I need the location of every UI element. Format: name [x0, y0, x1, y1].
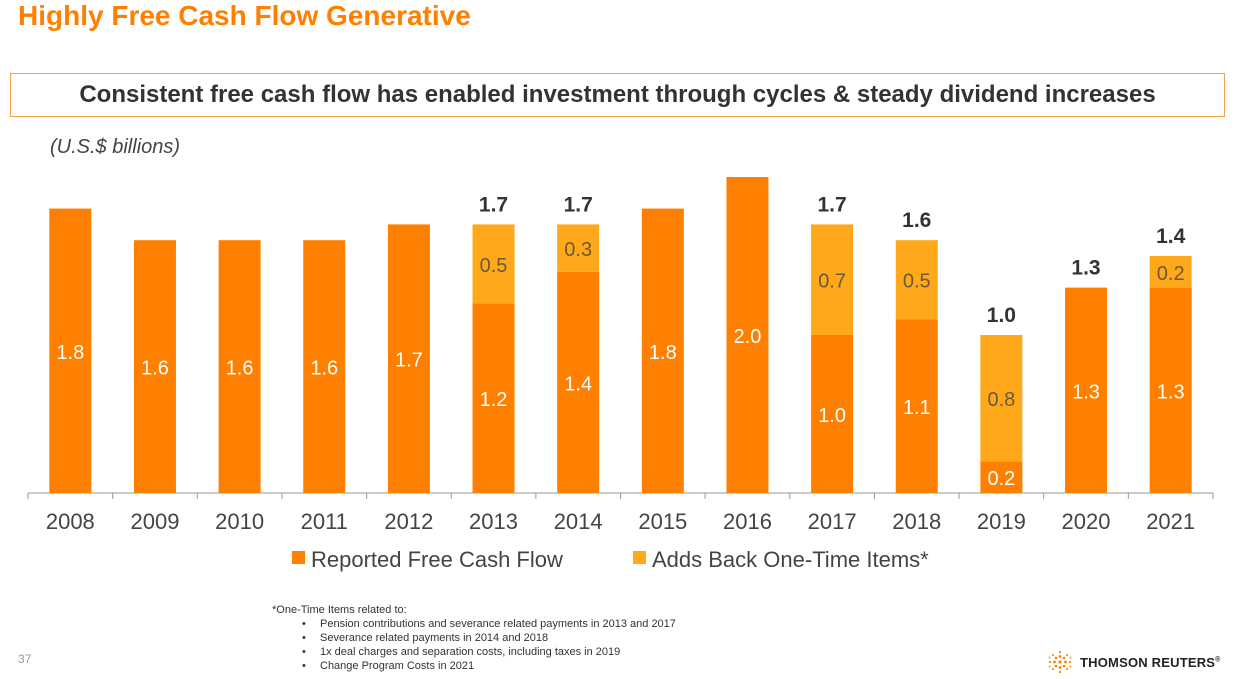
legend-label-addback: Adds Back One-Time Items*: [652, 547, 929, 572]
bar-addback: [980, 335, 1023, 462]
x-tick-label: 2012: [384, 509, 433, 534]
subtitle-banner: Consistent free cash flow has enabled in…: [10, 73, 1225, 117]
x-tick-label: 2008: [46, 509, 95, 534]
bar-reported: [641, 208, 684, 493]
x-tick-label: 2018: [892, 509, 941, 534]
data-label: 0.2: [987, 468, 1015, 490]
footnote-heading: *One-Time Items related to:: [272, 604, 407, 616]
bar-addback: [811, 224, 854, 335]
data-label: 1.8: [649, 342, 677, 364]
data-label: 1.6: [141, 358, 169, 380]
data-label: 1.3: [1072, 381, 1100, 403]
subtitle-text: Consistent free cash flow has enabled in…: [79, 81, 1156, 108]
data-label: 1.1: [903, 397, 931, 419]
x-tick-label: 2015: [638, 509, 687, 534]
total-label: 1.4: [1156, 225, 1186, 248]
legend-swatch-reported: [292, 551, 305, 564]
x-tick-label: 2020: [1062, 509, 1111, 534]
data-label: 1.6: [226, 358, 254, 380]
x-tick-label: 2016: [723, 509, 772, 534]
bar-reported: [1149, 287, 1192, 493]
total-label: 1.7: [818, 193, 847, 216]
data-label: 0.8: [987, 389, 1015, 411]
x-tick-label: 2014: [554, 509, 603, 534]
page-number: 37: [18, 652, 32, 666]
footnote-item: 1x deal charges and separation costs, in…: [302, 645, 676, 659]
footnote-item: Change Program Costs in 2021: [302, 659, 676, 673]
data-label: 0.3: [564, 239, 592, 261]
total-label: 1.0: [987, 304, 1016, 327]
bar-reported: [1065, 287, 1108, 493]
data-label: 1.7: [395, 350, 423, 372]
x-tick-label: 2011: [301, 509, 348, 534]
bar-reported: [811, 335, 854, 493]
bar-reported: [133, 240, 176, 493]
bar-reported: [980, 461, 1023, 493]
bar-addback: [1149, 256, 1192, 288]
x-tick-label: 2019: [977, 509, 1026, 534]
x-tick-label: 2013: [469, 509, 518, 534]
data-label: 0.5: [903, 271, 931, 293]
brand-logo: THOMSON REUTERS®: [1046, 650, 1221, 674]
data-label: 0.5: [480, 255, 508, 277]
bar-reported: [557, 271, 600, 493]
data-label: 0.2: [1157, 263, 1185, 285]
total-label: 1.6: [902, 209, 931, 232]
data-label: 1.6: [310, 358, 338, 380]
legend-label-reported: Reported Free Cash Flow: [311, 547, 563, 572]
footnote-item: Severance related payments in 2014 and 2…: [302, 631, 676, 645]
total-label: 1.7: [479, 193, 508, 216]
data-label: 1.0: [818, 405, 846, 427]
footnote-item: Pension contributions and severance rela…: [302, 617, 676, 631]
free-cash-flow-chart: 1.8 2008 1.6 2009 1.6 2010 1.6 2011 1.7 2012 1.2 0.…: [27, 177, 1214, 572]
page-title: Highly Free Cash Flow Generative: [18, 0, 471, 31]
footnote: *One-Time Items related to: Pension cont…: [272, 603, 676, 673]
data-label: 1.3: [1157, 381, 1185, 403]
thomson-reuters-dots-icon: [1048, 650, 1072, 674]
data-label: 1.8: [56, 342, 84, 364]
bar-reported: [49, 208, 92, 493]
bar-reported: [895, 319, 938, 493]
bar-reported: [726, 177, 769, 493]
total-label: 1.7: [564, 193, 593, 216]
total-label: 1.3: [1071, 257, 1100, 280]
data-label: 0.7: [818, 271, 846, 293]
units-label: (U.S.$ billions): [50, 136, 181, 158]
bar-reported: [387, 224, 430, 493]
x-tick-label: 2021: [1146, 509, 1195, 534]
bar-addback: [472, 224, 515, 304]
footnote-list: Pension contributions and severance rela…: [272, 617, 676, 673]
x-tick-label: 2010: [215, 509, 264, 534]
data-label: 1.2: [480, 389, 508, 411]
legend-swatch-addback: [633, 551, 646, 564]
bar-addback: [557, 224, 600, 272]
x-tick-label: 2009: [130, 509, 179, 534]
bar-reported: [472, 303, 515, 493]
brand-name: THOMSON REUTERS®: [1080, 654, 1221, 670]
data-label: 1.4: [564, 373, 592, 395]
bar-addback: [895, 240, 938, 320]
bar-reported: [303, 240, 346, 493]
x-tick-label: 2017: [808, 509, 857, 534]
bar-reported: [218, 240, 261, 493]
data-label: 2.0: [734, 326, 762, 348]
